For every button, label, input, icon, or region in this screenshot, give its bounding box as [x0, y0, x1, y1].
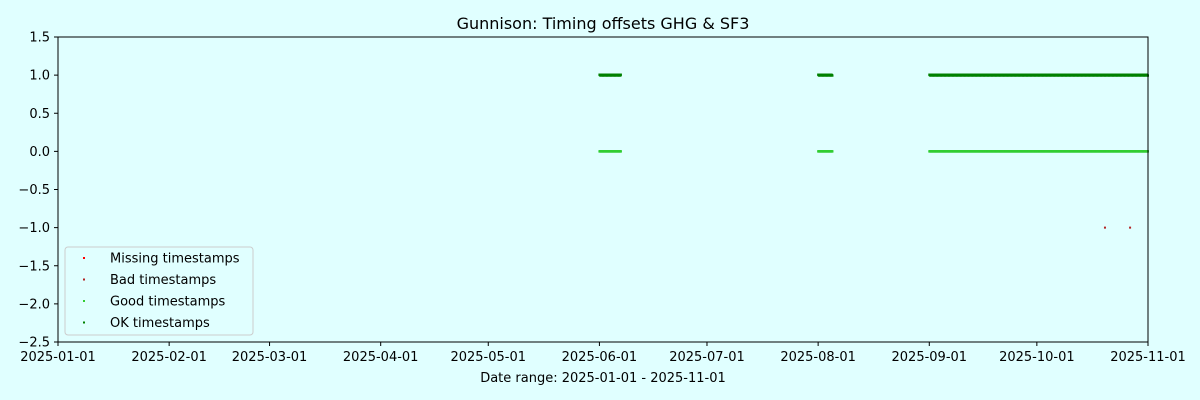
data-point — [1103, 226, 1106, 229]
y-tick-label: −2.0 — [18, 297, 50, 312]
x-tick-label: 2025-11-01 — [1110, 350, 1186, 365]
data-point — [831, 74, 834, 77]
legend-marker — [83, 300, 85, 302]
x-tick-label: 2025-09-01 — [892, 350, 968, 365]
x-tick-label: 2025-03-01 — [232, 350, 308, 365]
y-axis: 1.5 1.0 0.5 0.0 −0.5 −1.0 −1.5 −2.0 −2.5 — [18, 31, 58, 351]
legend-marker — [83, 257, 85, 259]
legend-marker — [83, 321, 85, 324]
y-tick-label: −0.5 — [18, 183, 50, 198]
chart-title: Gunnison: Timing offsets GHG & SF3 — [457, 14, 750, 33]
data-point — [831, 150, 834, 153]
y-tick-label: 0.5 — [29, 107, 50, 122]
data-point — [619, 73, 622, 76]
x-tick-label: 2025-08-01 — [780, 350, 856, 365]
series-good-timestamps — [598, 150, 1149, 153]
plot-marks — [598, 73, 1149, 229]
legend-entry: Bad timestamps — [110, 273, 216, 288]
legend-marker — [83, 278, 85, 281]
series-ok-timestamps — [598, 73, 1149, 77]
legend-box — [64, 246, 254, 336]
x-tick-label: 2025-01-01 — [20, 350, 96, 365]
y-tick-label: −1.0 — [18, 221, 50, 236]
x-tick-label: 2025-04-01 — [343, 350, 419, 365]
x-tick-label: 2025-07-01 — [669, 350, 745, 365]
x-tick-label: 2025-02-01 — [131, 350, 207, 365]
y-tick-label: 0.0 — [29, 145, 50, 160]
y-tick-label: 1.5 — [29, 31, 50, 46]
data-point — [619, 150, 622, 153]
x-axis: 2025-01-01 2025-02-01 2025-03-01 2025-04-01… — [20, 342, 1186, 365]
y-tick-label: −1.5 — [18, 259, 50, 274]
x-axis-label: Date range: 2025-01-01 - 2025-11-01 — [480, 371, 726, 386]
y-tick-label: 1.0 — [29, 69, 50, 84]
series-bad-timestamps — [1103, 226, 1132, 229]
legend-entry: Good timestamps — [110, 295, 225, 310]
legend-entry: OK timestamps — [110, 316, 210, 331]
legend: Missing timestamps Bad timestamps Good tim… — [64, 246, 254, 336]
y-tick-label: −2.5 — [18, 336, 50, 351]
x-tick-label: 2025-10-01 — [999, 350, 1075, 365]
legend-entry: Missing timestamps — [110, 252, 240, 267]
x-tick-label: 2025-05-01 — [450, 350, 526, 365]
x-tick-label: 2025-06-01 — [562, 350, 638, 365]
data-point — [1129, 226, 1132, 229]
